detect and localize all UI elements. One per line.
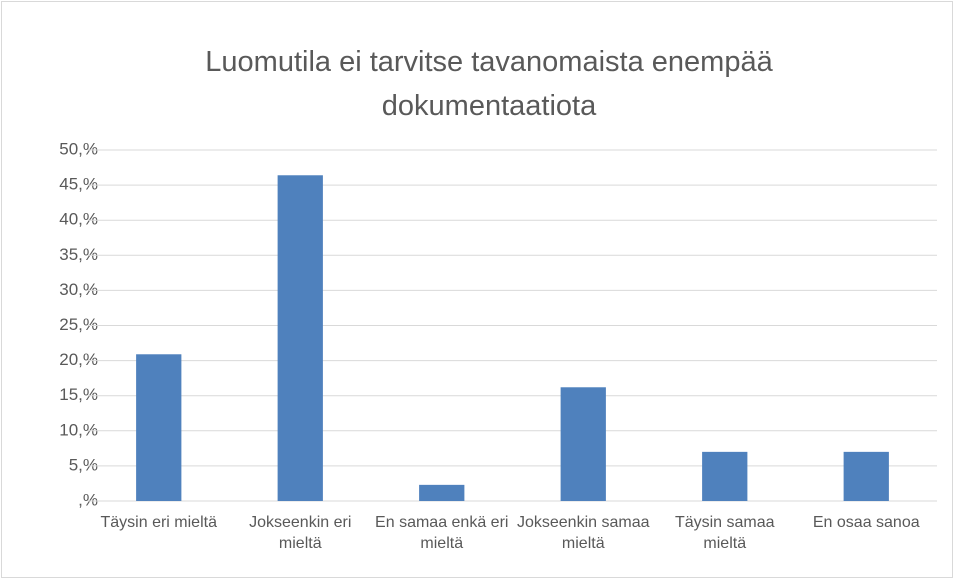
x-tick-label: Jokseenkin samaa mieltä xyxy=(516,514,650,552)
y-tick-label: 20,% xyxy=(59,350,98,369)
y-tick-label: 35,% xyxy=(59,245,98,264)
y-tick-label: 45,% xyxy=(59,175,98,194)
y-tick-label: ,% xyxy=(78,490,98,509)
bar xyxy=(560,387,606,501)
y-tick-label: 40,% xyxy=(59,210,98,229)
chart-title: Luomutila ei tarvitse tavanomaista enemp… xyxy=(205,46,773,122)
bar xyxy=(702,451,748,501)
x-tick-label: Täysin eri mieltä xyxy=(100,514,217,531)
x-tick-label: Täysin samaa mieltä xyxy=(674,514,775,552)
y-tick-label: 25,% xyxy=(59,315,98,334)
y-tick-label: 10,% xyxy=(59,420,98,439)
x-tick-label: En osaa sanoa xyxy=(812,514,920,531)
y-tick-label: 50,% xyxy=(59,139,98,158)
x-tick-label: En samaa enkä eri mieltä xyxy=(375,514,509,552)
bar xyxy=(136,354,182,501)
bar xyxy=(843,451,889,501)
y-tick-label: 15,% xyxy=(59,385,98,404)
bar xyxy=(277,175,323,501)
bar xyxy=(419,484,465,501)
y-tick-label: 30,% xyxy=(59,280,98,299)
y-tick-label: 5,% xyxy=(69,455,98,474)
x-tick-label: Jokseenkin eri mieltä xyxy=(249,514,352,552)
